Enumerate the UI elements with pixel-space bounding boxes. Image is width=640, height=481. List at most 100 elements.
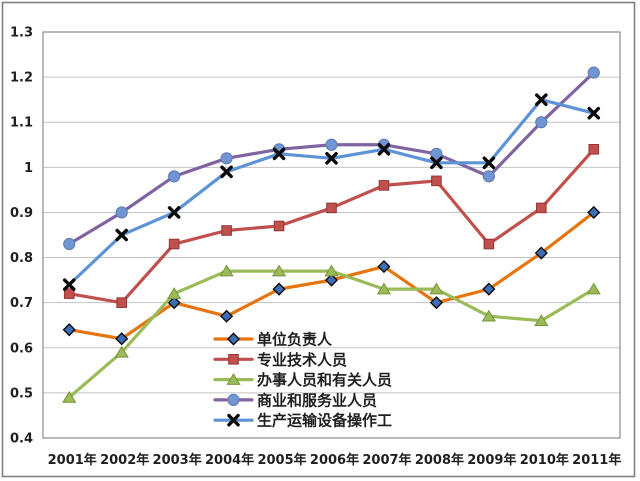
legend-entry: 生产运输设备操作工 <box>213 412 392 430</box>
legend-label: 单位负责人 <box>257 331 333 349</box>
x-tick-label: 2002年 <box>100 452 149 468</box>
triangle-marker <box>271 264 287 277</box>
square-marker <box>431 175 442 187</box>
x-tick-label: 2001年 <box>48 452 97 468</box>
x-tick-label: 2007年 <box>362 452 411 468</box>
circle-marker <box>482 170 495 183</box>
square-marker <box>116 297 127 308</box>
legend-label: 生产运输设备操作工 <box>257 412 392 430</box>
y-tick-label: 0.8 <box>10 251 33 266</box>
square-marker <box>168 238 180 250</box>
legend-label: 办事人员和有关人员 <box>257 371 392 389</box>
x-marker <box>227 413 240 427</box>
x-marker <box>115 228 128 242</box>
triangle-marker <box>167 287 182 299</box>
square-marker <box>378 180 390 191</box>
circle-marker <box>430 147 443 160</box>
series-circle <box>63 66 600 251</box>
y-tick-label: 1.2 <box>10 71 33 86</box>
x-marker <box>167 206 181 219</box>
diamond-marker <box>482 282 496 296</box>
series-triangle <box>62 264 601 403</box>
x-marker <box>587 106 601 120</box>
series-square <box>63 143 600 308</box>
legend-entry: 专业技术人员 <box>213 351 347 369</box>
x-tick-label: 2011年 <box>572 452 621 468</box>
y-tick-label: 1 <box>24 161 33 176</box>
diamond-marker <box>377 259 391 274</box>
plot-border <box>42 31 621 439</box>
legend-entry: 商业和服务业人员 <box>213 391 377 409</box>
square-marker <box>221 225 232 236</box>
diamond-marker <box>220 309 234 323</box>
y-tick-label: 0.7 <box>10 296 33 311</box>
triangle-marker <box>114 345 129 358</box>
diamond-marker <box>429 296 443 310</box>
square-marker <box>536 202 547 214</box>
circle-marker <box>325 138 338 151</box>
triangle-marker <box>62 390 77 403</box>
x-marker <box>535 93 548 106</box>
y-tick-label: 0.5 <box>10 386 33 401</box>
x-marker <box>62 278 76 291</box>
diamond-marker <box>534 246 548 260</box>
x-tick-label: 2009年 <box>467 452 516 468</box>
diamond-marker <box>324 273 339 287</box>
square-marker <box>63 288 75 299</box>
triangle-marker <box>376 282 392 295</box>
legend-entry: 单位负责人 <box>213 331 333 349</box>
circle-marker <box>168 170 181 183</box>
circle-marker <box>227 393 240 406</box>
x-tick-label: 2010年 <box>520 452 569 468</box>
x-tick-label: 2003年 <box>153 452 202 468</box>
diamond-marker <box>226 332 241 346</box>
triangle-marker <box>534 314 549 327</box>
y-tick-label: 1.1 <box>10 116 33 131</box>
legend-label: 商业和服务业人员 <box>257 391 377 409</box>
triangle-marker <box>226 373 241 385</box>
legend-entry: 办事人员和有关人员 <box>213 371 392 389</box>
diamond-marker <box>167 296 181 310</box>
diamond-marker <box>587 205 601 220</box>
circle-marker <box>63 237 76 251</box>
circle-marker <box>115 206 128 219</box>
x-marker <box>220 165 233 179</box>
square-marker <box>326 202 337 214</box>
y-tick-label: 0.6 <box>10 341 33 356</box>
x-marker <box>430 156 443 170</box>
square-marker <box>483 238 495 250</box>
x-tick-label: 2008年 <box>415 452 464 468</box>
diamond-marker <box>62 323 76 337</box>
y-tick-label: 1.3 <box>10 26 33 41</box>
x-marker <box>377 142 391 156</box>
triangle-marker <box>324 264 339 277</box>
y-tick-label: 0.4 <box>10 432 33 447</box>
triangle-marker <box>429 282 444 295</box>
diamond-marker <box>115 332 129 346</box>
triangle-marker <box>481 309 496 322</box>
legend-label: 专业技术人员 <box>257 351 347 369</box>
square-marker <box>588 143 600 155</box>
y-tick-label: 0.9 <box>10 206 33 221</box>
x-marker <box>325 152 338 165</box>
square-marker <box>273 220 285 232</box>
diamond-marker <box>272 282 286 296</box>
x-axis-labels: 2001年 2002年 2003年 2004年 2005年 2006年 2007年 2008年… <box>48 452 622 468</box>
circle-marker <box>587 66 600 79</box>
x-tick-label: 2005年 <box>257 452 306 468</box>
square-marker <box>228 354 239 365</box>
x-tick-label: 2006年 <box>310 452 359 468</box>
series-x <box>62 93 601 291</box>
circle-marker <box>535 116 548 129</box>
triangle-marker <box>219 264 234 277</box>
circle-marker <box>220 152 233 165</box>
x-tick-label: 2004年 <box>205 452 254 468</box>
x-marker <box>482 156 496 170</box>
triangle-marker <box>586 282 601 295</box>
x-marker <box>272 147 286 161</box>
